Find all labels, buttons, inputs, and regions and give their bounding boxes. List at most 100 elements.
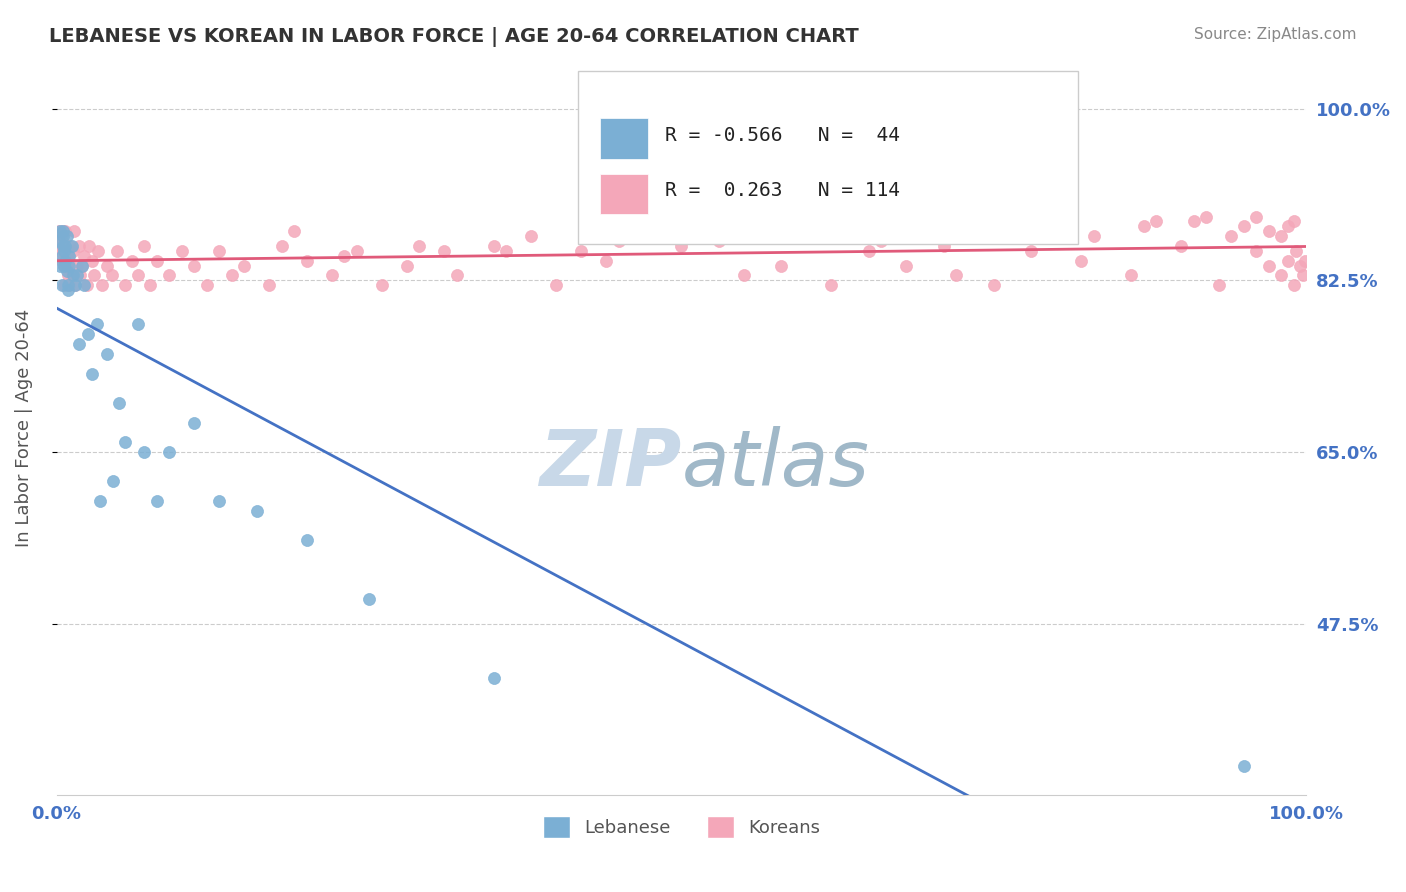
Point — [733, 268, 755, 283]
Point — [49, 224, 72, 238]
Point — [333, 249, 356, 263]
Point — [321, 268, 343, 283]
Point — [1070, 253, 1092, 268]
Point — [53, 224, 76, 238]
Point — [114, 278, 136, 293]
Point — [1170, 239, 1192, 253]
Point — [53, 259, 76, 273]
Point — [183, 416, 205, 430]
Point — [96, 259, 118, 273]
Point — [1144, 214, 1167, 228]
Text: R =  0.263   N = 114: R = 0.263 N = 114 — [665, 181, 900, 200]
Point — [48, 234, 70, 248]
Point — [55, 263, 77, 277]
Point — [1083, 229, 1105, 244]
Point — [105, 244, 128, 258]
Point — [195, 278, 218, 293]
Point — [96, 347, 118, 361]
Point — [695, 229, 717, 244]
Point — [408, 239, 430, 253]
Point — [132, 239, 155, 253]
Point — [645, 229, 668, 244]
Point — [295, 533, 318, 548]
Point — [132, 445, 155, 459]
Point — [1021, 244, 1043, 258]
Text: atlas: atlas — [682, 426, 869, 502]
Point — [49, 229, 72, 244]
Legend: Lebanese, Koreans: Lebanese, Koreans — [536, 809, 828, 846]
Point — [983, 278, 1005, 293]
Point — [932, 239, 955, 253]
Point — [245, 504, 267, 518]
Point — [65, 278, 87, 293]
Point — [56, 268, 79, 283]
Point — [51, 253, 73, 268]
Point — [70, 259, 93, 273]
Point — [1285, 244, 1308, 258]
FancyBboxPatch shape — [578, 70, 1077, 244]
Point — [52, 239, 75, 253]
Point — [1208, 278, 1230, 293]
Point — [58, 278, 80, 293]
Point — [55, 229, 77, 244]
Point — [233, 259, 256, 273]
Point — [100, 268, 122, 283]
Point — [46, 234, 69, 248]
Point — [77, 239, 100, 253]
Point — [1277, 219, 1299, 234]
Point — [90, 278, 112, 293]
Point — [770, 259, 793, 273]
Point — [145, 494, 167, 508]
Point — [295, 253, 318, 268]
Point — [76, 278, 98, 293]
Point — [58, 249, 80, 263]
Point — [157, 445, 180, 459]
Point — [80, 367, 103, 381]
Text: ZIP: ZIP — [538, 426, 682, 502]
Point — [346, 244, 368, 258]
Point — [80, 253, 103, 268]
Point — [1294, 253, 1316, 268]
Point — [60, 268, 83, 283]
Point — [87, 244, 110, 258]
Point — [671, 239, 693, 253]
Point — [127, 268, 149, 283]
Y-axis label: In Labor Force | Age 20-64: In Labor Force | Age 20-64 — [15, 309, 32, 547]
Point — [67, 239, 90, 253]
Point — [52, 224, 75, 238]
Point — [208, 494, 231, 508]
Point — [48, 239, 70, 253]
Point — [1282, 214, 1305, 228]
Point — [1133, 219, 1156, 234]
Point — [870, 234, 893, 248]
Point — [56, 283, 79, 297]
Point — [51, 249, 73, 263]
Point — [1195, 210, 1218, 224]
Point — [59, 239, 82, 253]
Point — [49, 259, 72, 273]
Point — [86, 318, 108, 332]
Point — [1182, 214, 1205, 228]
Point — [446, 268, 468, 283]
Point — [65, 259, 87, 273]
Point — [121, 253, 143, 268]
Point — [55, 249, 77, 263]
Point — [1289, 259, 1312, 273]
Point — [1233, 219, 1256, 234]
Point — [1246, 244, 1268, 258]
Point — [65, 268, 87, 283]
Point — [56, 244, 79, 258]
Text: R = -0.566   N =  44: R = -0.566 N = 44 — [665, 126, 900, 145]
Point — [520, 229, 543, 244]
Point — [53, 278, 76, 293]
Point — [1220, 229, 1243, 244]
Point — [139, 278, 162, 293]
Point — [48, 224, 70, 238]
Text: LEBANESE VS KOREAN IN LABOR FORCE | AGE 20-64 CORRELATION CHART: LEBANESE VS KOREAN IN LABOR FORCE | AGE … — [49, 27, 859, 46]
Point — [53, 259, 76, 273]
Point — [546, 278, 568, 293]
Point — [896, 259, 918, 273]
Point — [595, 253, 617, 268]
Point — [283, 224, 305, 238]
Point — [145, 253, 167, 268]
